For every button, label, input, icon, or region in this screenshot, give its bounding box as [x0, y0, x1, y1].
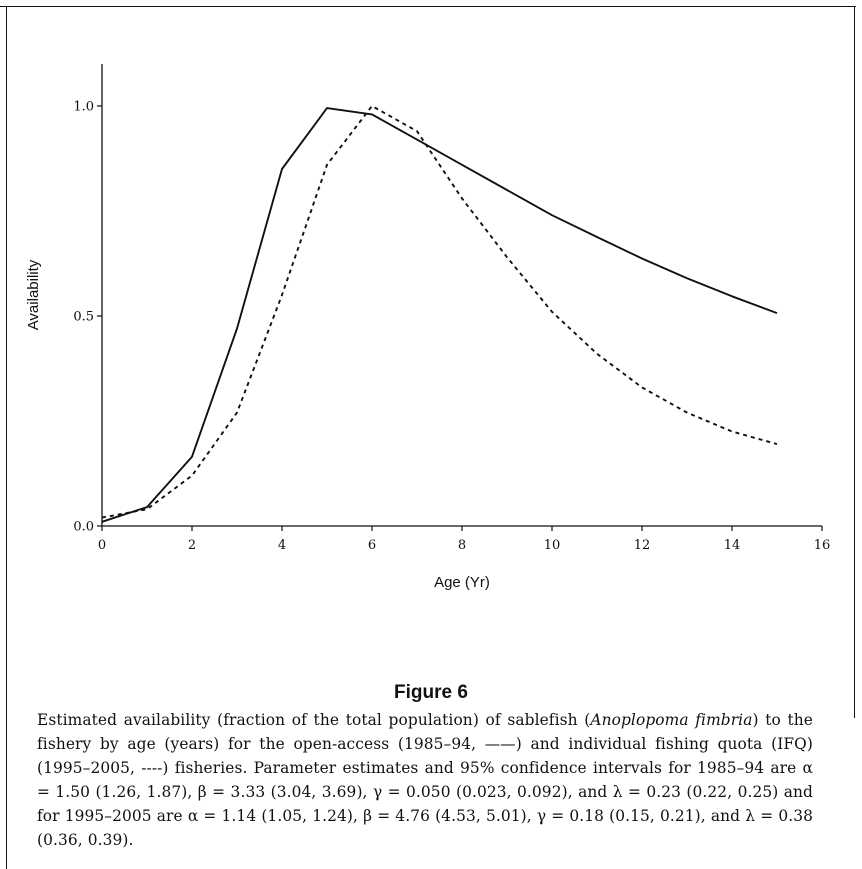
caption-text-1: Estimated availability (fraction of the … [37, 711, 591, 729]
y-axis-label: Availability [25, 259, 42, 330]
y-tick-label: 0.5 [73, 310, 94, 325]
figure-border-left [6, 6, 7, 869]
x-tick-label: 14 [724, 538, 741, 553]
x-tick-label: 10 [544, 538, 561, 553]
availability-chart: 0 2 4 6 8 10 12 14 16 0.0 0.5 1.0 Age (Yr) Availabi… [25, 64, 830, 591]
axes [101, 64, 822, 527]
x-tick-label: 2 [188, 538, 196, 553]
x-tick-label: 12 [634, 538, 651, 553]
figure-border-right [854, 6, 855, 718]
open-access-series-line [101, 107, 778, 523]
x-tick-label: 0 [98, 538, 106, 553]
x-tick-label: 16 [814, 538, 831, 553]
caption-text-2: ) to the fishery by age (years) for the … [37, 711, 813, 849]
ifq-series-line [101, 105, 778, 519]
y-tick-label: 0.0 [73, 520, 94, 535]
x-axis-label: Age (Yr) [434, 574, 490, 591]
x-tick-label: 8 [458, 538, 466, 553]
y-tick-label: 1.0 [73, 100, 94, 115]
x-tick-label: 4 [278, 538, 286, 553]
caption-species-name: Anoplopoma fimbria [590, 711, 753, 729]
series-layer [101, 105, 778, 523]
figure-title: Figure 6 [394, 682, 468, 703]
figure-caption: Estimated availability (fraction of the … [37, 708, 813, 852]
figure-border-top [0, 6, 856, 7]
x-tick-label: 6 [368, 538, 376, 553]
ticks: 0 2 4 6 8 10 12 14 16 0.0 0.5 1.0 [73, 100, 830, 554]
